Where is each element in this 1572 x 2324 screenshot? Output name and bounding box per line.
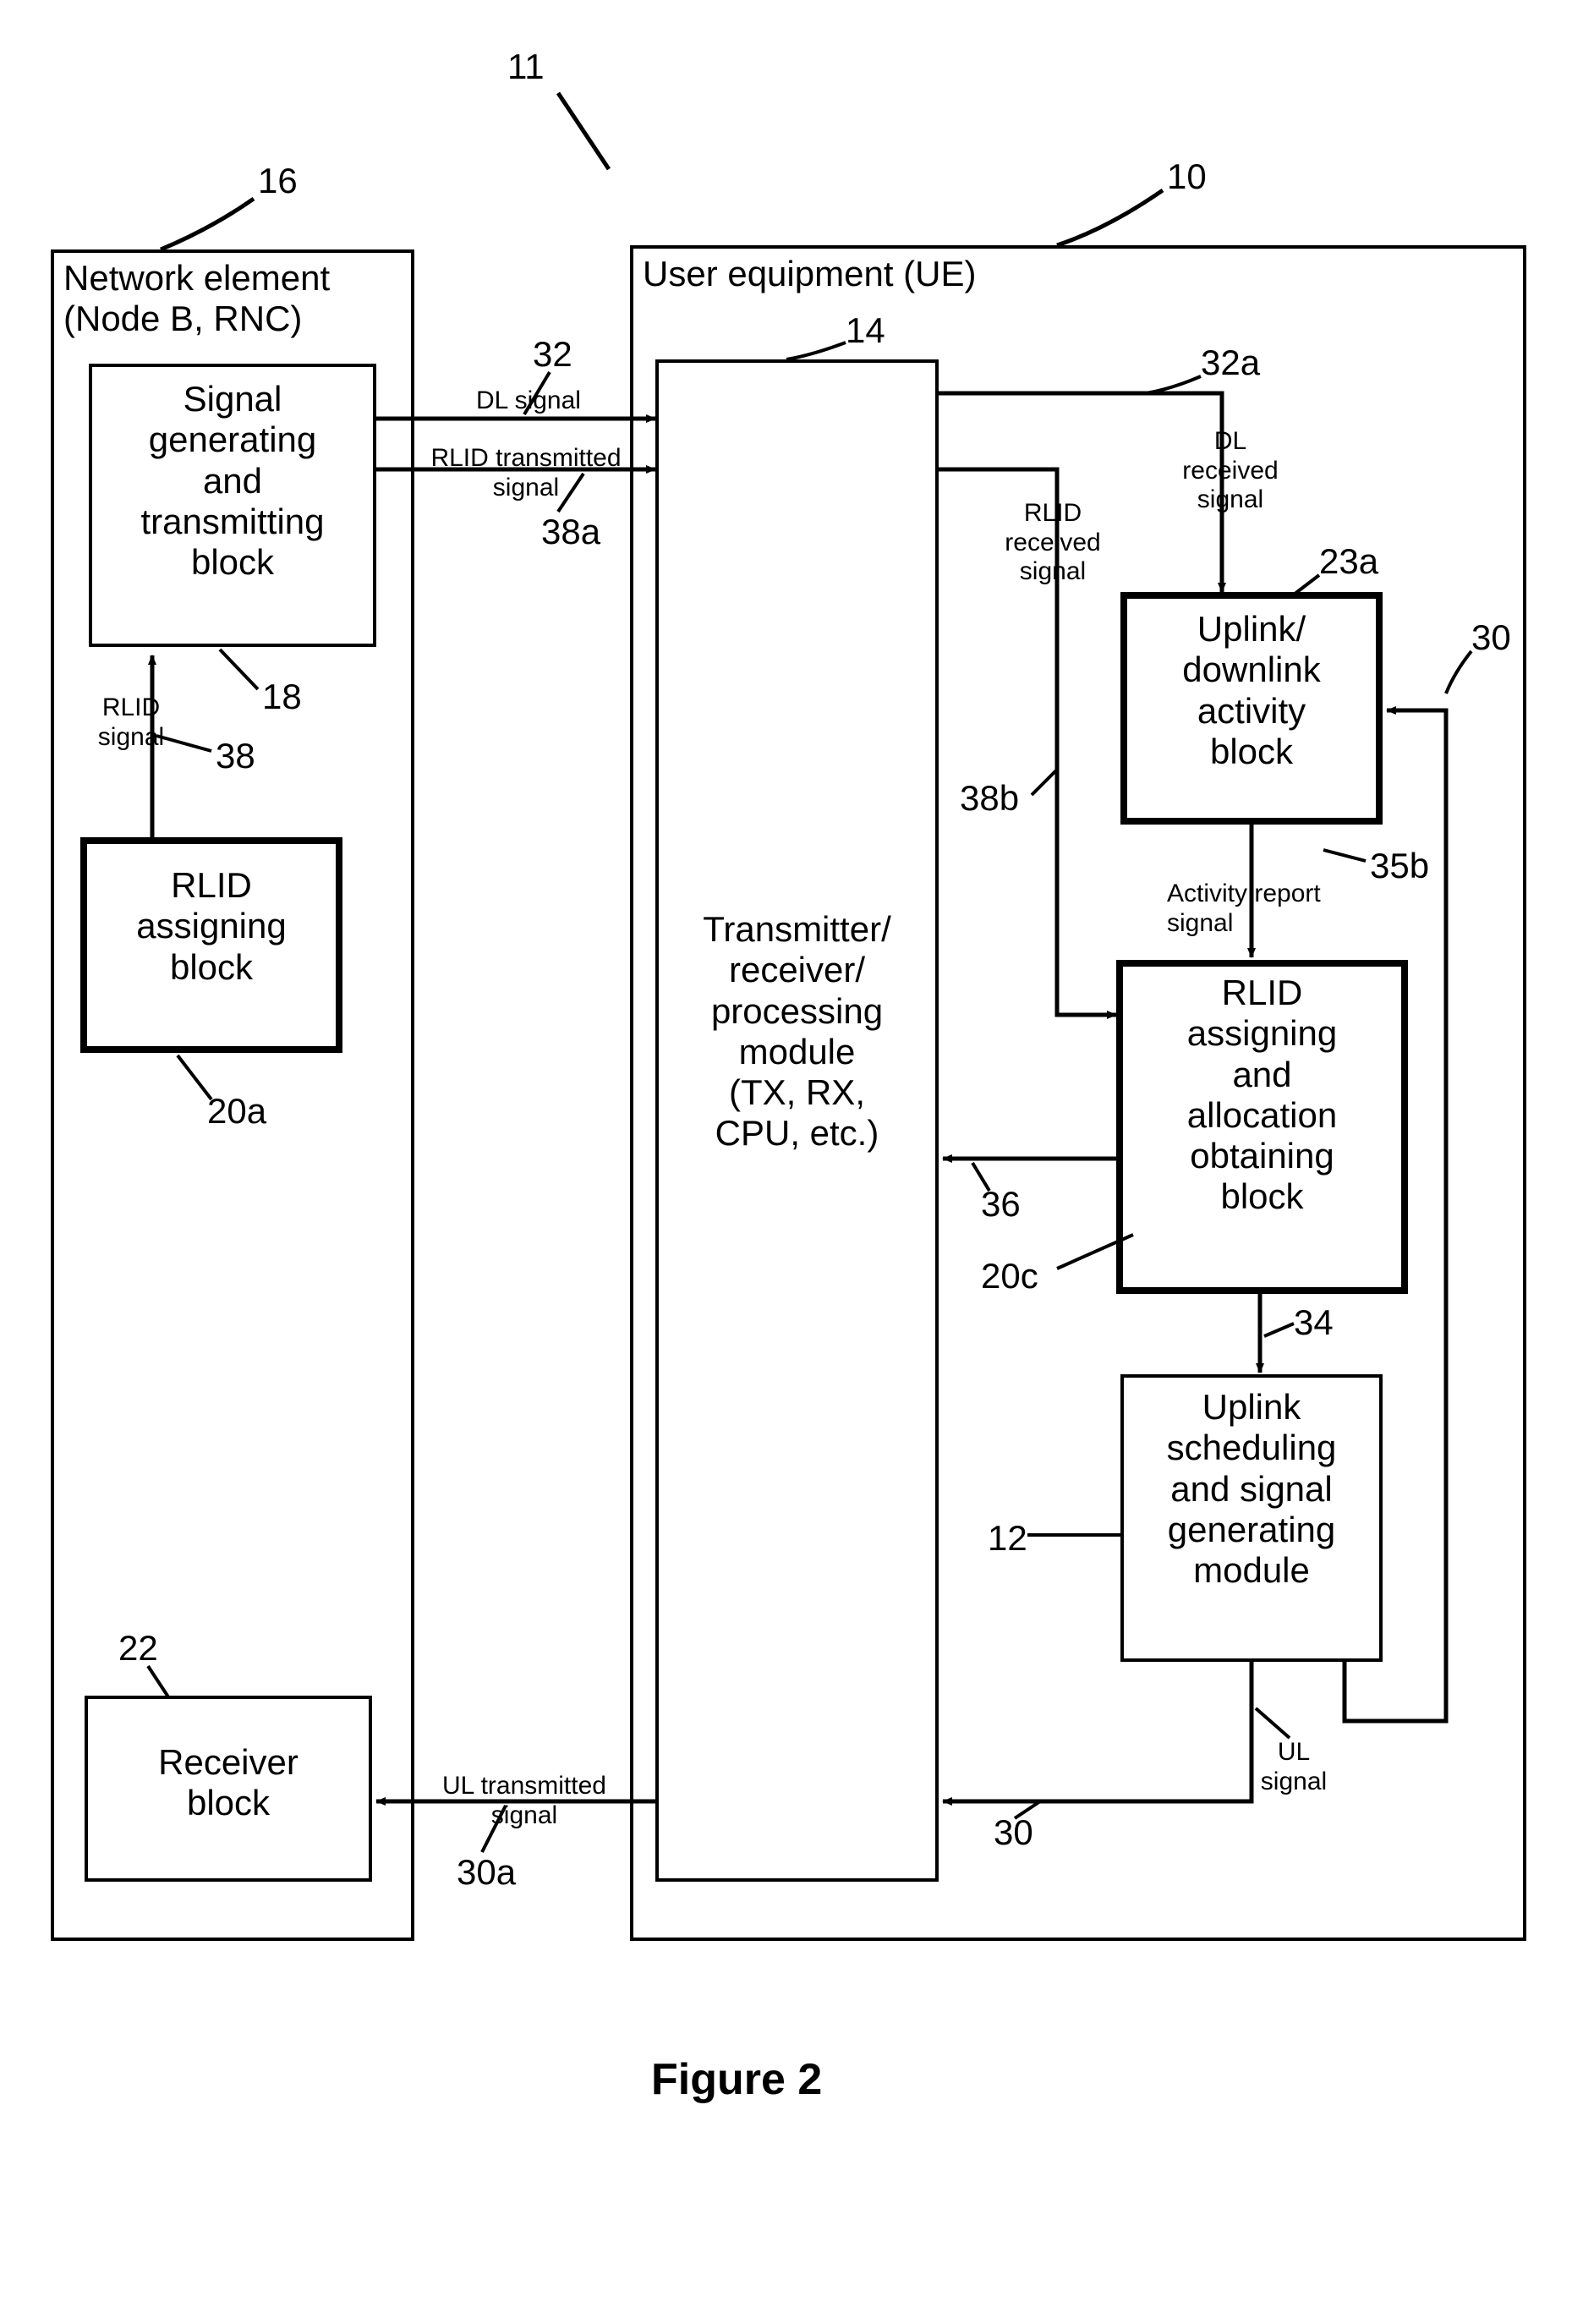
ref-18: 18 bbox=[262, 677, 302, 717]
activity-block-label: Uplink/ downlink activity block bbox=[1131, 609, 1372, 772]
dl-rx-signal-label: DL received signal bbox=[1163, 427, 1298, 515]
ref-32: 32 bbox=[533, 334, 572, 375]
ref-32a: 32a bbox=[1201, 343, 1260, 383]
network-element-title: Network element (Node B, RNC) bbox=[63, 258, 402, 340]
diagram-canvas: 11 16 10 Network element (Node B, RNC) S… bbox=[0, 0, 1572, 2324]
signal-gen-label: Signal generating and transmitting block bbox=[97, 379, 368, 583]
rlid-assign-label: RLID assigning block bbox=[91, 865, 331, 988]
ref-16: 16 bbox=[258, 161, 298, 201]
ref-30a: 30a bbox=[457, 1852, 516, 1893]
ref-36: 36 bbox=[981, 1184, 1021, 1225]
rlid-tx-signal-label: RLID transmitted signal bbox=[416, 444, 636, 502]
ul-signal-label: UL signal bbox=[1243, 1738, 1345, 1796]
ref-14: 14 bbox=[846, 310, 885, 351]
ref-38a: 38a bbox=[541, 512, 600, 552]
rlid-alloc-label: RLID assigning and allocation obtaining … bbox=[1127, 973, 1397, 1218]
rlid-signal-label: RLID signal bbox=[80, 693, 182, 752]
figure-caption: Figure 2 bbox=[651, 2055, 822, 2106]
ref-12: 12 bbox=[988, 1518, 1027, 1559]
ref-23a: 23a bbox=[1319, 541, 1378, 582]
dl-signal-label: DL signal bbox=[444, 386, 613, 416]
ref-11: 11 bbox=[507, 47, 545, 87]
rlid-rx-signal-label: RLID received signal bbox=[985, 499, 1120, 587]
ref-30-bottom: 30 bbox=[994, 1812, 1033, 1853]
ref-38: 38 bbox=[216, 736, 255, 776]
sched-block-label: Uplink scheduling and signal generating … bbox=[1129, 1387, 1374, 1591]
ref-22: 22 bbox=[118, 1628, 158, 1669]
ue-title: User equipment (UE) bbox=[643, 254, 1319, 294]
txrx-module-label: Transmitter/ receiver/ processing module… bbox=[668, 909, 926, 1154]
ref-20c: 20c bbox=[981, 1256, 1038, 1296]
activity-report-label: Activity report signal bbox=[1167, 880, 1387, 938]
ref-38b: 38b bbox=[960, 778, 1019, 819]
ref-20a: 20a bbox=[207, 1091, 266, 1132]
ref-30-right: 30 bbox=[1471, 617, 1511, 658]
ref-34: 34 bbox=[1294, 1302, 1334, 1343]
receiver-block-label: Receiver block bbox=[93, 1742, 364, 1824]
ul-tx-signal-label: UL transmitted signal bbox=[423, 1772, 626, 1830]
ref-10: 10 bbox=[1167, 156, 1207, 197]
